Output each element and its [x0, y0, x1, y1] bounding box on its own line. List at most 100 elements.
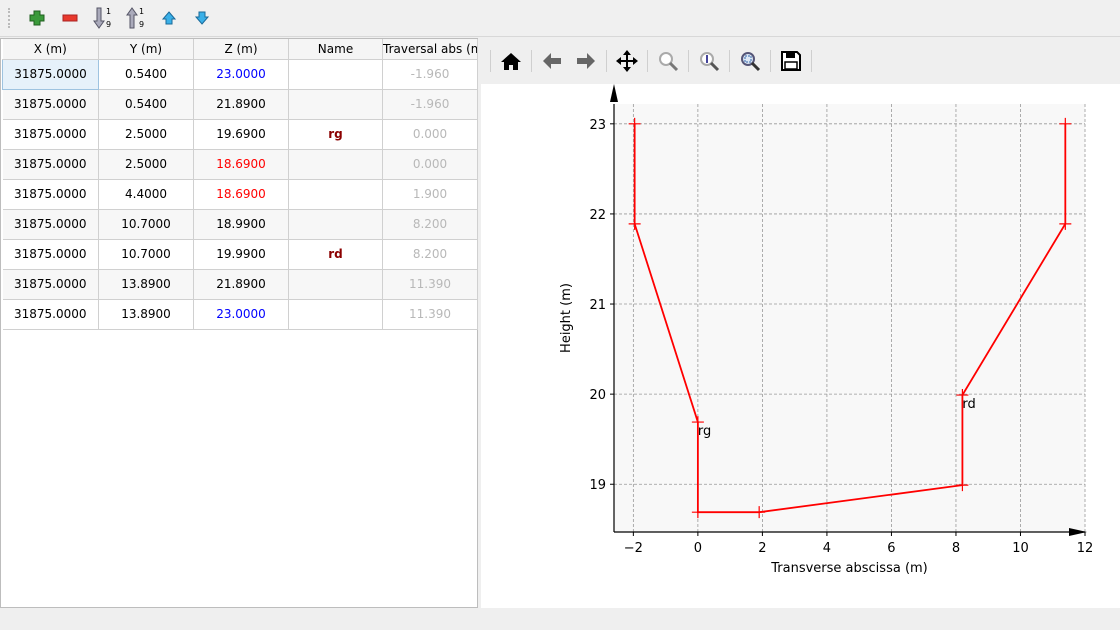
zoom-in-icon	[700, 52, 720, 72]
cell-y[interactable]: 2.5000	[98, 119, 194, 150]
plot-canvas[interactable]: −2 0 2 4 6 8 10 12 19 20 21 22 23 rg rd Transverse ab…	[481, 84, 1120, 608]
table-row[interactable]: 31875.0000 2.5000 18.6900 0.000	[2, 149, 478, 180]
column-header-traversal[interactable]: Traversal abs (m	[382, 39, 478, 60]
table-row[interactable]: 31875.0000 10.7000 18.9900 8.200	[2, 209, 478, 240]
plus-icon	[29, 10, 44, 26]
cell-traversal[interactable]: 1.900	[382, 179, 478, 210]
zoom-fit-button[interactable]	[733, 44, 767, 78]
cell-z[interactable]: 21.8900	[193, 269, 289, 300]
column-header-y[interactable]: Y (m)	[98, 39, 194, 60]
cell-traversal[interactable]: 0.000	[382, 149, 478, 180]
arrow-up-icon	[161, 11, 176, 25]
cell-name[interactable]: rd	[288, 239, 383, 270]
cell-x[interactable]: 31875.0000	[2, 299, 99, 330]
zoom-button[interactable]	[651, 44, 685, 78]
cell-y[interactable]: 4.4000	[98, 179, 194, 210]
cell-z[interactable]: 18.9900	[193, 209, 289, 240]
cell-traversal[interactable]: 8.200	[382, 209, 478, 240]
table-row[interactable]: 31875.0000 4.4000 18.6900 1.900	[2, 179, 478, 210]
cell-y[interactable]: 0.5400	[98, 89, 194, 120]
column-header-z[interactable]: Z (m)	[193, 39, 289, 60]
cell-name[interactable]	[288, 299, 383, 330]
toolbar-grip[interactable]	[8, 8, 12, 28]
add-row-button[interactable]	[20, 4, 53, 32]
zoom-in-button[interactable]	[692, 44, 726, 78]
x-tick-label: 10	[1012, 541, 1029, 556]
cell-y[interactable]: 10.7000	[98, 209, 194, 240]
cell-z[interactable]: 18.6900	[193, 149, 289, 180]
table-row[interactable]: 31875.0000 2.5000 19.6900 rg 0.000	[2, 119, 478, 150]
column-header-name[interactable]: Name	[288, 39, 383, 60]
cell-name[interactable]	[288, 89, 383, 120]
cell-y[interactable]: 10.7000	[98, 239, 194, 270]
move-down-button[interactable]	[185, 4, 218, 32]
table-row[interactable]: 31875.0000 13.8900 23.0000 11.390	[2, 299, 478, 330]
cell-z[interactable]: 18.6900	[193, 179, 289, 210]
move-up-button[interactable]	[152, 4, 185, 32]
table-row[interactable]: 31875.0000 10.7000 19.9900 rd 8.200	[2, 239, 478, 270]
cell-x[interactable]: 31875.0000	[2, 149, 99, 180]
y-tick-label: 23	[589, 118, 606, 133]
column-header-x[interactable]: X (m)	[2, 39, 99, 60]
cell-x[interactable]: 31875.0000	[2, 209, 99, 240]
cell-name[interactable]	[288, 269, 383, 300]
back-button[interactable]	[535, 44, 569, 78]
cell-traversal[interactable]: 11.390	[382, 269, 478, 300]
x-tick-label: −2	[624, 541, 643, 556]
save-button[interactable]	[774, 44, 808, 78]
cell-y[interactable]: 0.5400	[98, 59, 194, 90]
y-tick-label: 22	[589, 208, 606, 223]
cell-x[interactable]: 31875.0000	[2, 89, 99, 120]
y-axis-label: Height (m)	[559, 283, 574, 353]
data-point-marker	[691, 506, 704, 519]
y-tick-label: 21	[589, 298, 606, 313]
cell-x[interactable]: 31875.0000	[2, 179, 99, 210]
plot-panel: −2 0 2 4 6 8 10 12 19 20 21 22 23 rg rd Transverse ab…	[481, 38, 1120, 608]
cell-z[interactable]: 23.0000	[193, 299, 289, 330]
table-row[interactable]: 31875.0000 0.5400 21.8900 -1.960	[2, 89, 478, 120]
table-row[interactable]: 31875.0000 13.8900 21.8900 11.390	[2, 269, 478, 300]
status-bar	[0, 608, 1120, 630]
save-icon	[781, 51, 801, 71]
pan-button[interactable]	[610, 44, 644, 78]
cell-z[interactable]: 21.8900	[193, 89, 289, 120]
x-axis-label: Transverse abscissa (m)	[770, 561, 928, 576]
cell-name[interactable]	[288, 179, 383, 210]
x-tick-label: 2	[758, 541, 766, 556]
x-tick-label: 4	[823, 541, 831, 556]
svg-text:1: 1	[139, 7, 144, 16]
cell-traversal[interactable]: 11.390	[382, 299, 478, 330]
cell-traversal[interactable]: -1.960	[382, 59, 478, 90]
cell-z[interactable]: 19.6900	[193, 119, 289, 150]
profile-chart: −2 0 2 4 6 8 10 12 19 20 21 22 23 rg rd Transverse ab…	[559, 84, 1093, 576]
cell-z[interactable]: 23.0000	[193, 59, 289, 90]
cell-y[interactable]: 13.8900	[98, 299, 194, 330]
cell-traversal[interactable]: 0.000	[382, 119, 478, 150]
cell-y[interactable]: 13.8900	[98, 269, 194, 300]
home-button[interactable]	[494, 44, 528, 78]
cell-y[interactable]: 2.5000	[98, 149, 194, 180]
data-point-marker	[628, 217, 641, 230]
cell-name[interactable]: rg	[288, 119, 383, 150]
table-row[interactable]: 31875.0000 0.5400 23.0000 -1.960	[2, 58, 478, 90]
cell-traversal[interactable]: -1.960	[382, 89, 478, 120]
plot-area	[614, 104, 1085, 532]
data-point-marker	[1059, 117, 1072, 130]
cell-x[interactable]: 31875.0000	[2, 119, 99, 150]
cell-traversal[interactable]: 8.200	[382, 239, 478, 270]
forward-button[interactable]	[569, 44, 603, 78]
cell-name[interactable]	[288, 59, 383, 90]
points-table: X (m) Y (m) Z (m) Name Traversal abs (m …	[2, 39, 478, 330]
svg-text:9: 9	[106, 20, 111, 29]
cell-x[interactable]: 31875.0000	[2, 58, 99, 90]
cell-name[interactable]	[288, 209, 383, 240]
back-icon	[543, 53, 561, 69]
cell-z[interactable]: 19.9900	[193, 239, 289, 270]
cell-x[interactable]: 31875.0000	[2, 239, 99, 270]
cell-x[interactable]: 31875.0000	[2, 269, 99, 300]
remove-row-button[interactable]	[53, 4, 86, 32]
y-tick-label: 19	[589, 478, 606, 493]
cell-name[interactable]	[288, 149, 383, 180]
